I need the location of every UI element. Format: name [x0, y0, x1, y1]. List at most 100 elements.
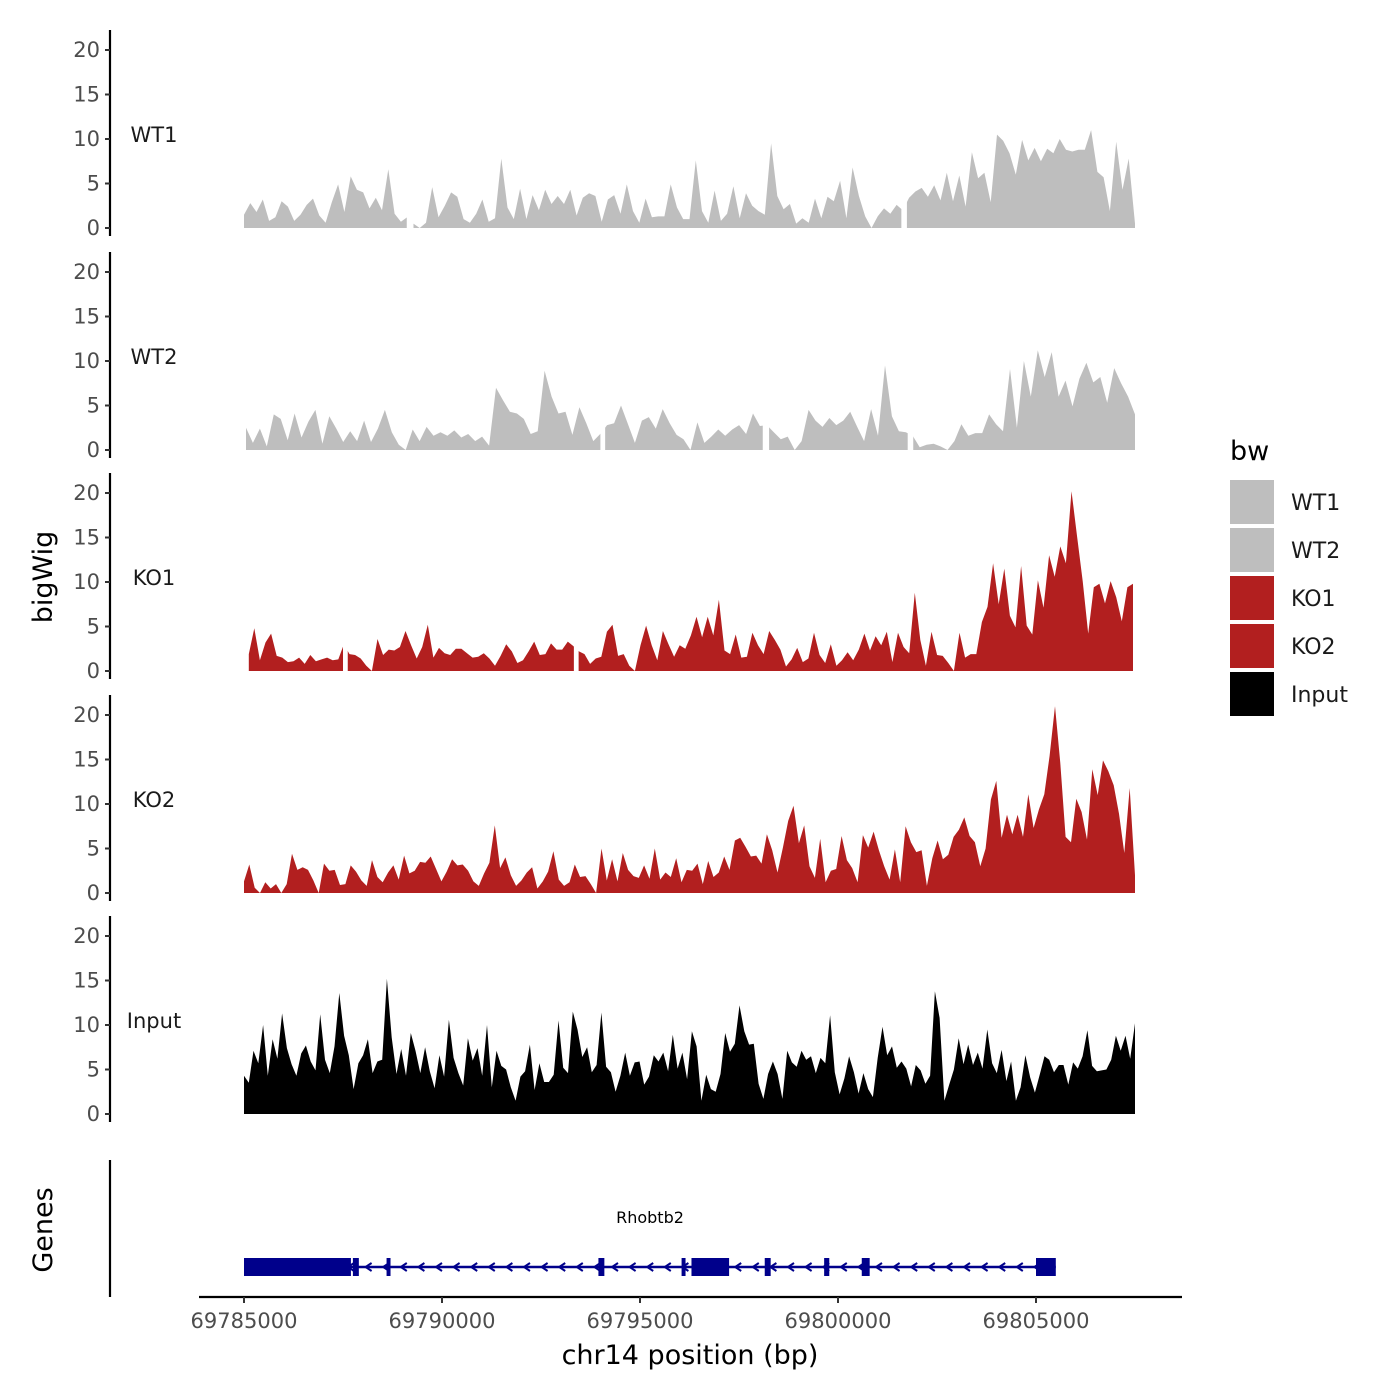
coverage-gap	[762, 252, 770, 451]
y-axis-title: bigWig	[28, 531, 59, 624]
strand-arrow-icon	[662, 1262, 672, 1272]
strand-arrow-icon	[522, 1262, 531, 1272]
x-axis: 69785000 69790000 69795000 69800000 69805000	[191, 1295, 1182, 1333]
strand-arrow-icon	[592, 1262, 601, 1272]
x-tick-label: 69790000	[389, 1309, 496, 1333]
y-tick-label: 10	[73, 349, 100, 373]
legend-label: WT2	[1291, 539, 1340, 564]
legend-label: KO2	[1291, 635, 1336, 660]
y-tick-label: 20	[73, 38, 100, 62]
x-tick-label: 69800000	[785, 1309, 892, 1333]
gene-exon	[1036, 1258, 1056, 1276]
strand-arrow-icon	[997, 1262, 1006, 1272]
strand-arrow-icon	[838, 1262, 848, 1272]
y-tick-label: 0	[87, 1102, 100, 1126]
x-tick-label: 69805000	[983, 1309, 1090, 1333]
signal-area-ko1	[248, 491, 1134, 671]
signal-area-wt1	[244, 130, 1135, 228]
strand-arrow-icon	[803, 1262, 813, 1272]
coverage-gap	[907, 252, 914, 451]
y-tick-label: 0	[87, 659, 100, 683]
gene-track: Rhobtb2	[108, 1160, 1056, 1297]
legend-label: Input	[1291, 683, 1348, 708]
strand-arrow-icon	[398, 1262, 408, 1272]
legend-swatch	[1230, 672, 1274, 716]
signal-area-wt2	[246, 350, 1135, 450]
track-input: 0 5 10 15 20 Input	[73, 916, 1135, 1126]
strand-arrow-icon	[539, 1262, 549, 1272]
track-label: WT2	[131, 345, 178, 369]
gene-exon	[352, 1258, 359, 1276]
strand-arrow-icon	[627, 1262, 637, 1272]
legend-label: WT1	[1291, 491, 1340, 516]
gene-exon	[691, 1258, 730, 1276]
coverage-gap	[573, 473, 579, 672]
strand-arrow-icon	[434, 1262, 443, 1272]
y-tick-label: 0	[87, 216, 100, 240]
x-tick-label: 69785000	[191, 1309, 298, 1333]
legend-item-ko2: KO2	[1230, 624, 1336, 668]
track-label: KO1	[133, 566, 176, 590]
track-wt2: 0 5 10 15 20 WT2	[73, 252, 1135, 462]
legend-swatch	[1230, 576, 1274, 620]
track-label: Input	[127, 1009, 181, 1033]
legend-label: KO1	[1291, 587, 1336, 612]
y-tick-label: 15	[73, 83, 100, 107]
y-tick-label: 5	[87, 837, 100, 861]
strand-arrow-icon	[944, 1262, 953, 1272]
y-tick-label: 10	[73, 570, 100, 594]
y-tick-label: 15	[73, 305, 100, 329]
gene-exon	[861, 1258, 870, 1276]
x-axis-title: chr14 position (bp)	[562, 1340, 819, 1371]
y-tick-label: 20	[73, 260, 100, 284]
x-tick-label: 69795000	[587, 1309, 694, 1333]
strand-arrow-icon	[926, 1262, 936, 1272]
genes-axis-title: Genes	[28, 1187, 59, 1272]
y-tick-label: 10	[73, 1013, 100, 1037]
strand-arrow-icon	[733, 1262, 742, 1272]
y-tick-label: 20	[73, 703, 100, 727]
bigwig-tracks: 0 5 10 15 20 WT1 0 5 10 15 20 WT2 0 5 10 15 20 KO1 0 5 10 15 2…	[73, 30, 1135, 1126]
legend-title: bw	[1230, 436, 1269, 467]
strand-arrow-icon	[891, 1262, 901, 1272]
y-tick-label: 5	[87, 1058, 100, 1082]
strand-arrow-icon	[874, 1262, 883, 1272]
y-tick-label: 0	[87, 438, 100, 462]
track-ko2: 0 5 10 15 20 KO2	[73, 695, 1135, 905]
legend: bw WT1 WT2 KO1 KO2 Input	[1230, 436, 1348, 716]
strand-arrow-icon	[504, 1262, 513, 1272]
track-label: WT1	[131, 123, 178, 147]
y-tick-label: 15	[73, 526, 100, 550]
y-tick-label: 10	[73, 792, 100, 816]
legend-item-wt2: WT2	[1230, 528, 1340, 572]
legend-swatch	[1230, 480, 1274, 524]
legend-swatch	[1230, 528, 1274, 572]
y-tick-label: 10	[73, 127, 100, 151]
legend-item-input: Input	[1230, 672, 1348, 716]
gene-exon	[824, 1258, 830, 1276]
legend-item-wt1: WT1	[1230, 480, 1340, 524]
y-tick-label: 20	[73, 924, 100, 948]
y-tick-label: 20	[73, 481, 100, 505]
coverage-gap	[600, 252, 606, 451]
track-ko1: 0 5 10 15 20 KO1	[73, 473, 1134, 683]
strand-arrow-icon	[909, 1262, 918, 1272]
strand-arrow-icon	[416, 1262, 425, 1272]
coverage-gap	[343, 473, 348, 672]
strand-arrow-icon	[979, 1262, 989, 1272]
strand-arrow-icon	[786, 1262, 795, 1272]
strand-arrow-icon	[557, 1262, 566, 1272]
legend-swatch	[1230, 624, 1274, 668]
strand-arrow-icon	[1014, 1262, 1024, 1272]
y-tick-label: 15	[73, 748, 100, 772]
gene-exon	[598, 1258, 605, 1276]
gene-exon	[681, 1258, 686, 1276]
strand-arrow-icon	[574, 1262, 584, 1272]
strand-arrow-icon	[962, 1262, 971, 1272]
signal-area-input	[244, 978, 1135, 1114]
strand-arrow-icon	[451, 1262, 461, 1272]
track-label: KO2	[133, 788, 176, 812]
strand-arrow-icon	[363, 1262, 373, 1272]
legend-item-ko1: KO1	[1230, 576, 1336, 620]
